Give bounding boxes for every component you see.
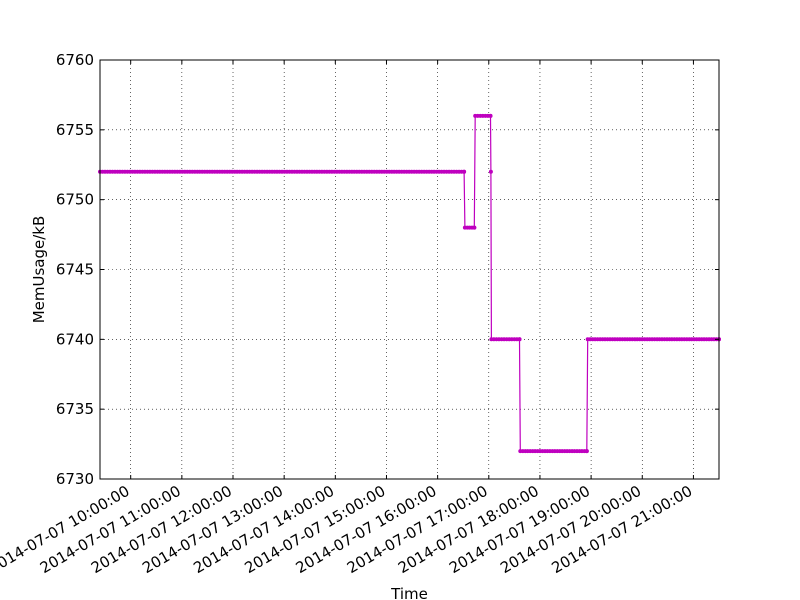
data-point <box>584 449 589 454</box>
data-point <box>488 113 493 118</box>
y-tick-label: 6750 <box>56 191 94 209</box>
grid <box>100 60 719 479</box>
series-layer <box>98 113 721 454</box>
series-line <box>100 115 719 452</box>
y-tick-label: 6740 <box>56 330 94 348</box>
x-axis-title: Time <box>390 585 428 600</box>
y-axis-title: MemUsage/kB <box>30 216 48 324</box>
y-tick-label: 6755 <box>56 121 94 139</box>
data-point <box>488 169 493 174</box>
y-tick-label: 6730 <box>56 470 94 488</box>
data-point <box>517 337 522 342</box>
data-point <box>462 169 467 174</box>
data-point <box>472 225 477 230</box>
y-tick-label: 6760 <box>56 51 94 69</box>
y-tick-label: 6735 <box>56 400 94 418</box>
y-tick-label: 6745 <box>56 261 94 279</box>
